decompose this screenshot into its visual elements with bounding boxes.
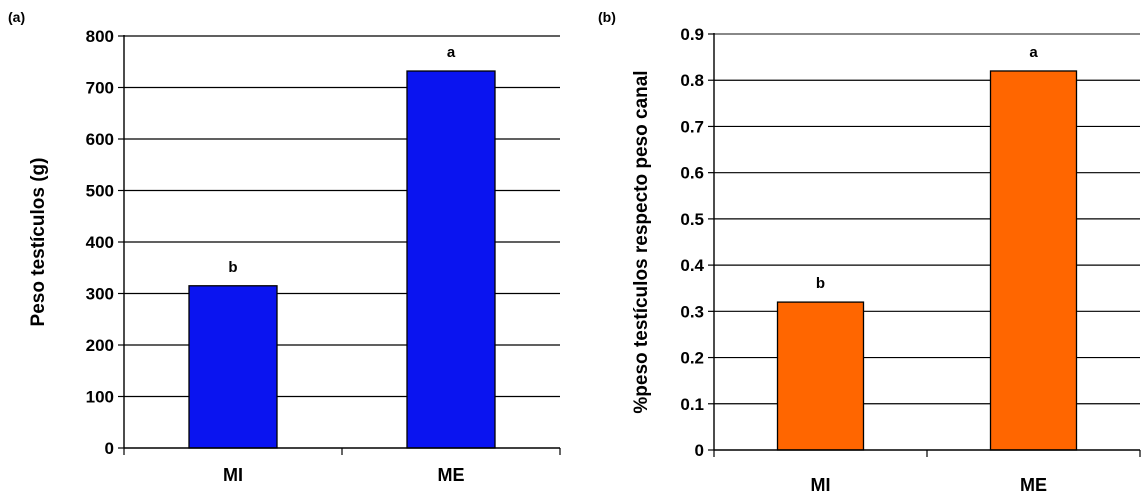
y-tick-label-b: 0.4 <box>680 256 704 275</box>
y-tick-label-b: 0.1 <box>680 395 704 414</box>
bar-b-0 <box>776 301 865 451</box>
data-label-b-0: b <box>816 275 825 292</box>
y-tick-label-b: 0.6 <box>680 164 704 183</box>
y-tick-label-b: 0 <box>695 441 704 460</box>
y-tick-label-a: 200 <box>86 336 114 355</box>
y-tick-label-a: 700 <box>86 79 114 98</box>
y-tick-label-a: 800 <box>86 27 114 46</box>
data-label-a-0: b <box>228 259 237 276</box>
bars-a: ba <box>188 44 496 449</box>
y-tick-label-a: 500 <box>86 182 114 201</box>
x-tick-label-b-1: ME <box>1020 475 1047 495</box>
y-tick-label-b: 0.7 <box>680 117 704 136</box>
y-tick-label-b: 0.2 <box>680 349 704 368</box>
bars-b: ba <box>776 44 1078 451</box>
data-label-a-1: a <box>447 44 456 61</box>
bar-a-1 <box>406 70 496 449</box>
y-tick-label-b: 0.3 <box>680 302 704 321</box>
panel-label-b: (b) <box>598 9 616 25</box>
y-tick-label-a: 100 <box>86 388 114 407</box>
y-tick-label-b: 0.9 <box>680 25 704 44</box>
y-tick-label-a: 300 <box>86 285 114 304</box>
x-tick-label-a-0: MI <box>223 465 243 485</box>
y-axis-label-a: Peso testículos (g) <box>28 158 49 327</box>
y-tick-label-b: 0.8 <box>680 71 704 90</box>
y-tick-label-a: 0 <box>105 439 114 458</box>
bar-a-0 <box>188 285 278 449</box>
chart-panel-b: (b) %peso testículos respecto peso canal… <box>598 9 1141 495</box>
x-tick-label-b-0: MI <box>811 475 831 495</box>
bar-b-1 <box>989 70 1078 451</box>
y-tick-label-b: 0.5 <box>680 210 704 229</box>
chart-panel-a: (a) Peso testículos (g) ba 0100200300400… <box>8 9 561 485</box>
y-tick-label-a: 600 <box>86 130 114 149</box>
data-label-b-1: a <box>1029 44 1038 61</box>
y-axis-label-b: %peso testículos respecto peso canal <box>631 70 652 413</box>
axes-b: 0 0.1 0.2 0.3 0.4 0.5 0.6 0.7 0.8 0.9 MI ME <box>680 25 1141 495</box>
panel-label-a: (a) <box>8 9 25 25</box>
axes-a: 0 100 200 300 400 500 600 700 800 MI ME <box>86 27 561 485</box>
x-tick-label-a-1: ME <box>438 465 465 485</box>
y-tick-label-a: 400 <box>86 233 114 252</box>
